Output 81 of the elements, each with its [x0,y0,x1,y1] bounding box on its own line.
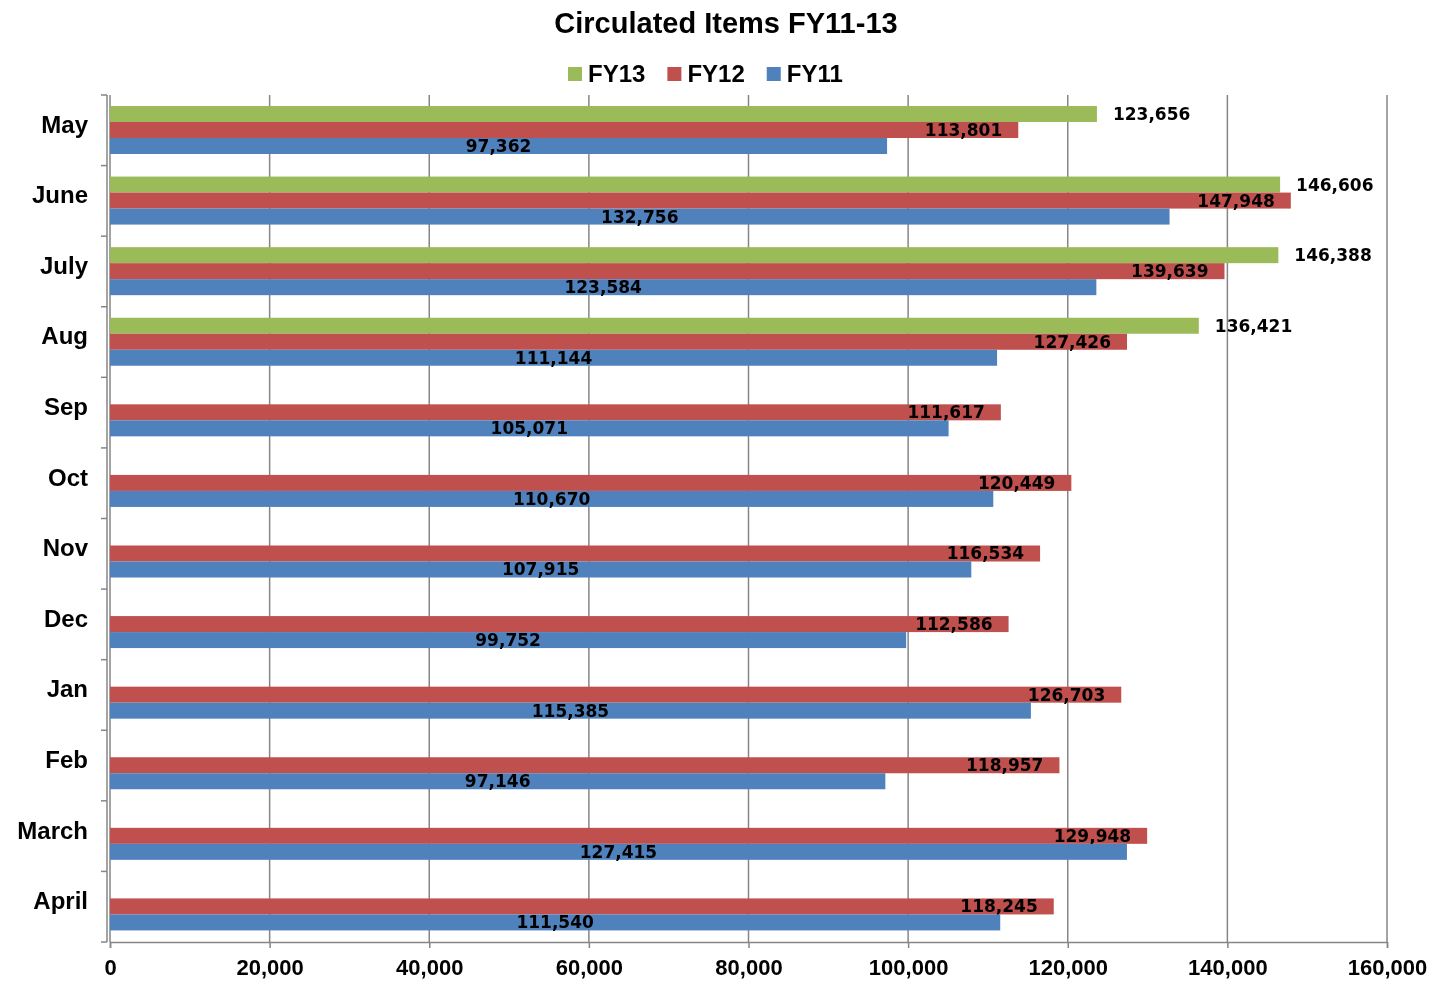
x-tick-label: 140,000 [1188,955,1268,981]
bar [110,247,1279,264]
x-tick-label: 60,000 [555,955,624,981]
bar [110,208,1170,225]
data-label: 113,801 [924,119,1003,140]
bar [110,773,886,790]
data-label: 139,639 [1131,261,1209,282]
y-tick-label: April [33,887,88,915]
data-label: 118,957 [965,755,1044,776]
bar [110,616,1009,633]
bar [110,898,1054,915]
data-label: 97,146 [464,771,531,792]
data-label: 126,703 [1027,684,1106,705]
bar [110,561,972,578]
bar [110,192,1291,209]
bar [110,317,1199,334]
chart-title: Circulated Items FY11-13 [554,7,898,39]
bar [110,263,1225,280]
x-tick-label: 80,000 [715,955,783,981]
y-tick-label: Sep [43,393,88,421]
bar [110,176,1281,193]
bar [110,106,1097,122]
x-tick-label: 100,000 [868,955,949,981]
data-label: 99,752 [475,630,541,651]
y-tick-label: Nov [42,534,89,562]
data-label: 123,656 [1112,103,1191,124]
data-label: 146,606 [1296,174,1374,195]
data-label: 123,584 [564,277,643,298]
bar [110,827,1148,844]
legend-label: FY12 [687,60,745,87]
data-label: 120,449 [977,472,1056,493]
bar [110,404,1001,421]
y-tick-label: Jan [46,675,88,703]
data-label: 110,670 [512,488,591,509]
x-tick-label: 160,000 [1347,955,1428,981]
y-tick-label: June [31,181,88,209]
bar [110,702,1031,719]
bar [110,686,1122,703]
data-label: 127,426 [1033,331,1112,352]
bar [110,843,1127,860]
y-tick-label: March [17,816,88,844]
bar [110,474,1072,491]
y-tick-label: May [41,110,89,138]
data-label: 146,388 [1294,245,1372,266]
data-label: 97,362 [465,135,532,156]
y-tick-label: Oct [47,463,88,491]
y-tick-label: Aug [41,322,88,350]
data-label: 136,421 [1214,315,1293,336]
bar [110,757,1060,774]
data-label: 116,534 [946,543,1025,564]
data-label: 118,245 [960,896,1038,917]
data-label: 112,586 [915,614,993,635]
bar [110,420,949,437]
bar [110,333,1128,350]
x-tick-label: 0 [104,955,117,981]
data-label: 107,915 [501,559,580,580]
legend-label: FY11 [786,60,843,87]
data-label: 105,071 [490,418,569,439]
data-label: 111,144 [514,347,593,368]
bar [110,545,1041,562]
bar [110,914,1001,931]
bar [110,122,1019,138]
x-tick-label: 120,000 [1028,955,1109,981]
bar [110,349,998,366]
y-tick-label: Feb [45,745,88,773]
x-tick-label: 20,000 [236,955,304,981]
bar [110,279,1097,296]
data-label: 127,415 [579,841,658,862]
data-label: 129,948 [1053,825,1132,846]
data-label: 147,948 [1197,190,1275,211]
y-tick-label: July [39,251,89,279]
data-label: 111,617 [907,402,985,423]
data-label: 111,540 [516,912,594,933]
x-tick-label: 40,000 [396,955,464,981]
data-label: 115,385 [531,700,610,721]
bar [110,632,907,649]
legend-label: FY13 [588,60,646,87]
data-label: 132,756 [601,206,679,227]
bar [110,490,994,507]
y-tick-label: Dec [43,604,88,632]
bar [110,138,888,154]
